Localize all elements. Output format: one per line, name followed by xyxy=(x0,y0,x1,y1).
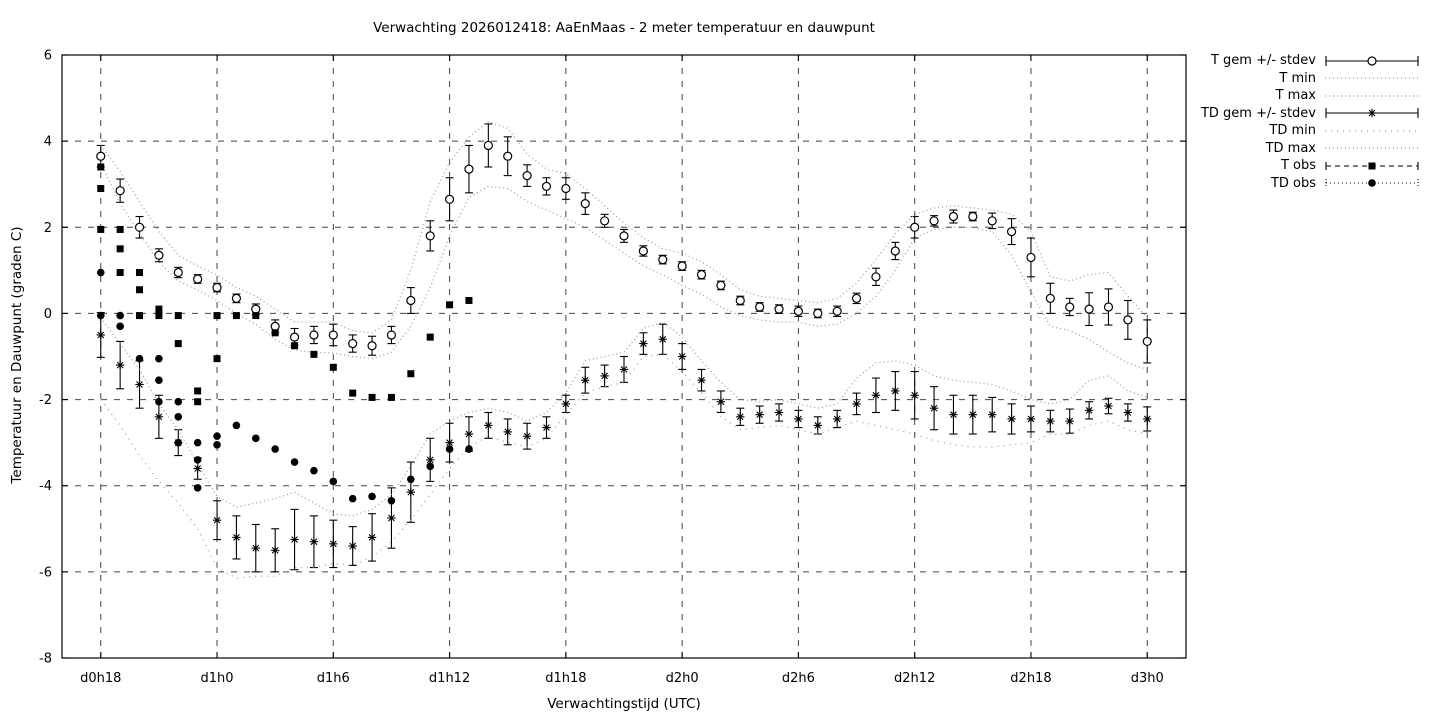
y-tick-label: 2 xyxy=(44,221,52,236)
y-tick-label: 6 xyxy=(44,49,52,64)
legend-label: TD min xyxy=(1269,123,1316,139)
plot-border xyxy=(61,54,1187,659)
legend-entry-t_min: T min xyxy=(1194,70,1422,88)
legend-entry-td_obs: TD obs xyxy=(1194,175,1422,193)
y-tick-label: -4 xyxy=(39,479,52,494)
x-tick-label: d1h12 xyxy=(429,671,470,686)
x-tick-label: d2h12 xyxy=(894,671,935,686)
series-t_obs xyxy=(97,163,473,406)
y-tick-labels: 6 4 2 0 -2 -4 -6 -8 xyxy=(39,49,52,667)
legend-label: T max xyxy=(1275,88,1316,104)
series-td_min xyxy=(100,353,1148,579)
x-tick-label: d0h18 xyxy=(80,671,121,686)
legend-label: TD obs xyxy=(1270,175,1316,191)
y-tick-label: 4 xyxy=(44,135,52,150)
legend-label: T obs xyxy=(1280,158,1316,174)
legend-sample-t_gem xyxy=(1325,55,1419,66)
legend-entry-td_max: TD max xyxy=(1194,140,1422,158)
x-axis-title: Verwachtingstijd (UTC) xyxy=(547,696,701,712)
legend-entry-t_obs: T obs xyxy=(1194,157,1422,175)
legend-sample-t_min xyxy=(1325,77,1419,79)
legend: T gem +/- stdev T min T max TD gem +/- stde… xyxy=(1194,52,1422,192)
x-tick-label: d3h0 xyxy=(1131,671,1164,686)
y-tick-label: -6 xyxy=(39,565,52,580)
series-t_min xyxy=(100,162,1148,370)
x-tick-label: d1h0 xyxy=(201,671,234,686)
x-tick-label: d2h18 xyxy=(1010,671,1051,686)
axis-ticks xyxy=(62,54,1186,659)
y-tick-label: -8 xyxy=(39,652,52,667)
legend-label: TD max xyxy=(1265,140,1316,156)
legend-label: T min xyxy=(1279,70,1316,86)
legend-entry-td_min: TD min xyxy=(1194,122,1422,140)
legend-sample-td_min xyxy=(1325,130,1419,132)
legend-sample-td_max xyxy=(1325,147,1419,149)
x-tick-label: d2h0 xyxy=(666,671,699,686)
legend-sample-t_max xyxy=(1325,95,1419,97)
legend-sample-td_obs xyxy=(1325,179,1419,188)
legend-label: TD gem +/- stdev xyxy=(1200,105,1316,121)
y-tick-label: -2 xyxy=(39,393,52,408)
legend-entry-t_max: T max xyxy=(1194,87,1422,105)
series-td_gem xyxy=(96,312,1152,573)
series-t_gem xyxy=(96,123,1152,364)
x-tick-label: d1h6 xyxy=(317,671,350,686)
legend-entry-td_gem: TD gem +/- stdev xyxy=(1194,105,1422,123)
series-td_obs xyxy=(96,268,473,505)
legend-entry-t_gem: T gem +/- stdev xyxy=(1194,52,1422,70)
chart-title: Verwachting 2026012418: AaEnMaas - 2 met… xyxy=(373,20,875,36)
legend-label: T gem +/- stdev xyxy=(1210,53,1316,69)
x-tick-label: d1h18 xyxy=(545,671,586,686)
x-tick-label: d2h6 xyxy=(782,671,815,686)
x-tick-labels: d0h18 d1h0 d1h6 d1h12 d1h18 d2h0 d2h6 d2h12 d2h1… xyxy=(80,671,1164,686)
y-tick-label: 0 xyxy=(44,307,52,322)
legend-sample-td_gem xyxy=(1325,108,1419,119)
legend-sample-t_obs xyxy=(1325,161,1419,170)
